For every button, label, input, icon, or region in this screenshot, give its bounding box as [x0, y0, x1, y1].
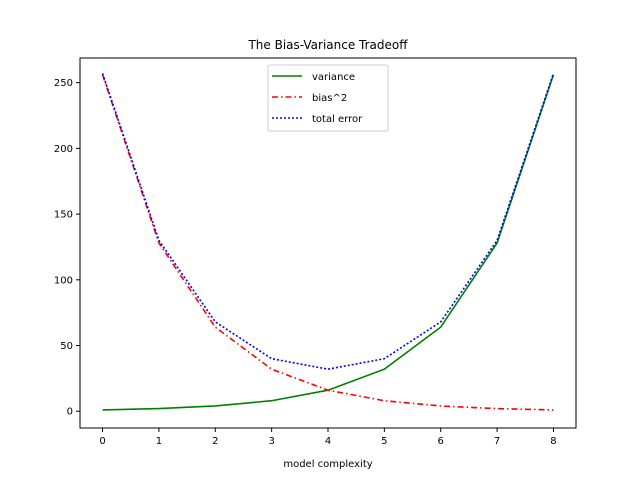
x-tick-label: 4: [325, 436, 331, 447]
legend-box: [267, 64, 389, 132]
series-line-total-error: [101, 73, 555, 370]
y-tick-label: 50: [60, 341, 73, 352]
x-tick-label: 5: [381, 436, 387, 447]
legend-label: bias^2: [312, 93, 347, 104]
y-axis: 0 50 100 150 200 250: [54, 78, 80, 418]
x-tick-label: 3: [268, 436, 274, 447]
x-tick-label: 7: [494, 436, 500, 447]
x-tick-label: 1: [156, 436, 162, 447]
y-tick-label: 250: [54, 78, 73, 89]
chart-title: The Bias-Variance Tradeoff: [247, 38, 408, 52]
x-tick-label: 2: [212, 436, 218, 447]
series-line-bias-2: [101, 74, 554, 411]
y-tick-label: 100: [54, 275, 73, 286]
legend-label: variance: [312, 72, 355, 83]
x-axis-label: model complexity: [283, 459, 372, 470]
legend-label: total error: [312, 114, 363, 125]
y-tick-label: 0: [67, 407, 73, 418]
x-tick-label: 0: [99, 436, 105, 447]
plot-lines: [101, 73, 555, 411]
x-tick-label: 6: [438, 436, 444, 447]
y-tick-label: 200: [54, 144, 73, 155]
legend: variance bias^2 total error: [267, 64, 389, 132]
x-axis: 0 1 2 3 4 5 6 7 8: [99, 428, 557, 447]
y-tick-label: 150: [54, 210, 73, 221]
x-tick-label: 8: [550, 436, 556, 447]
